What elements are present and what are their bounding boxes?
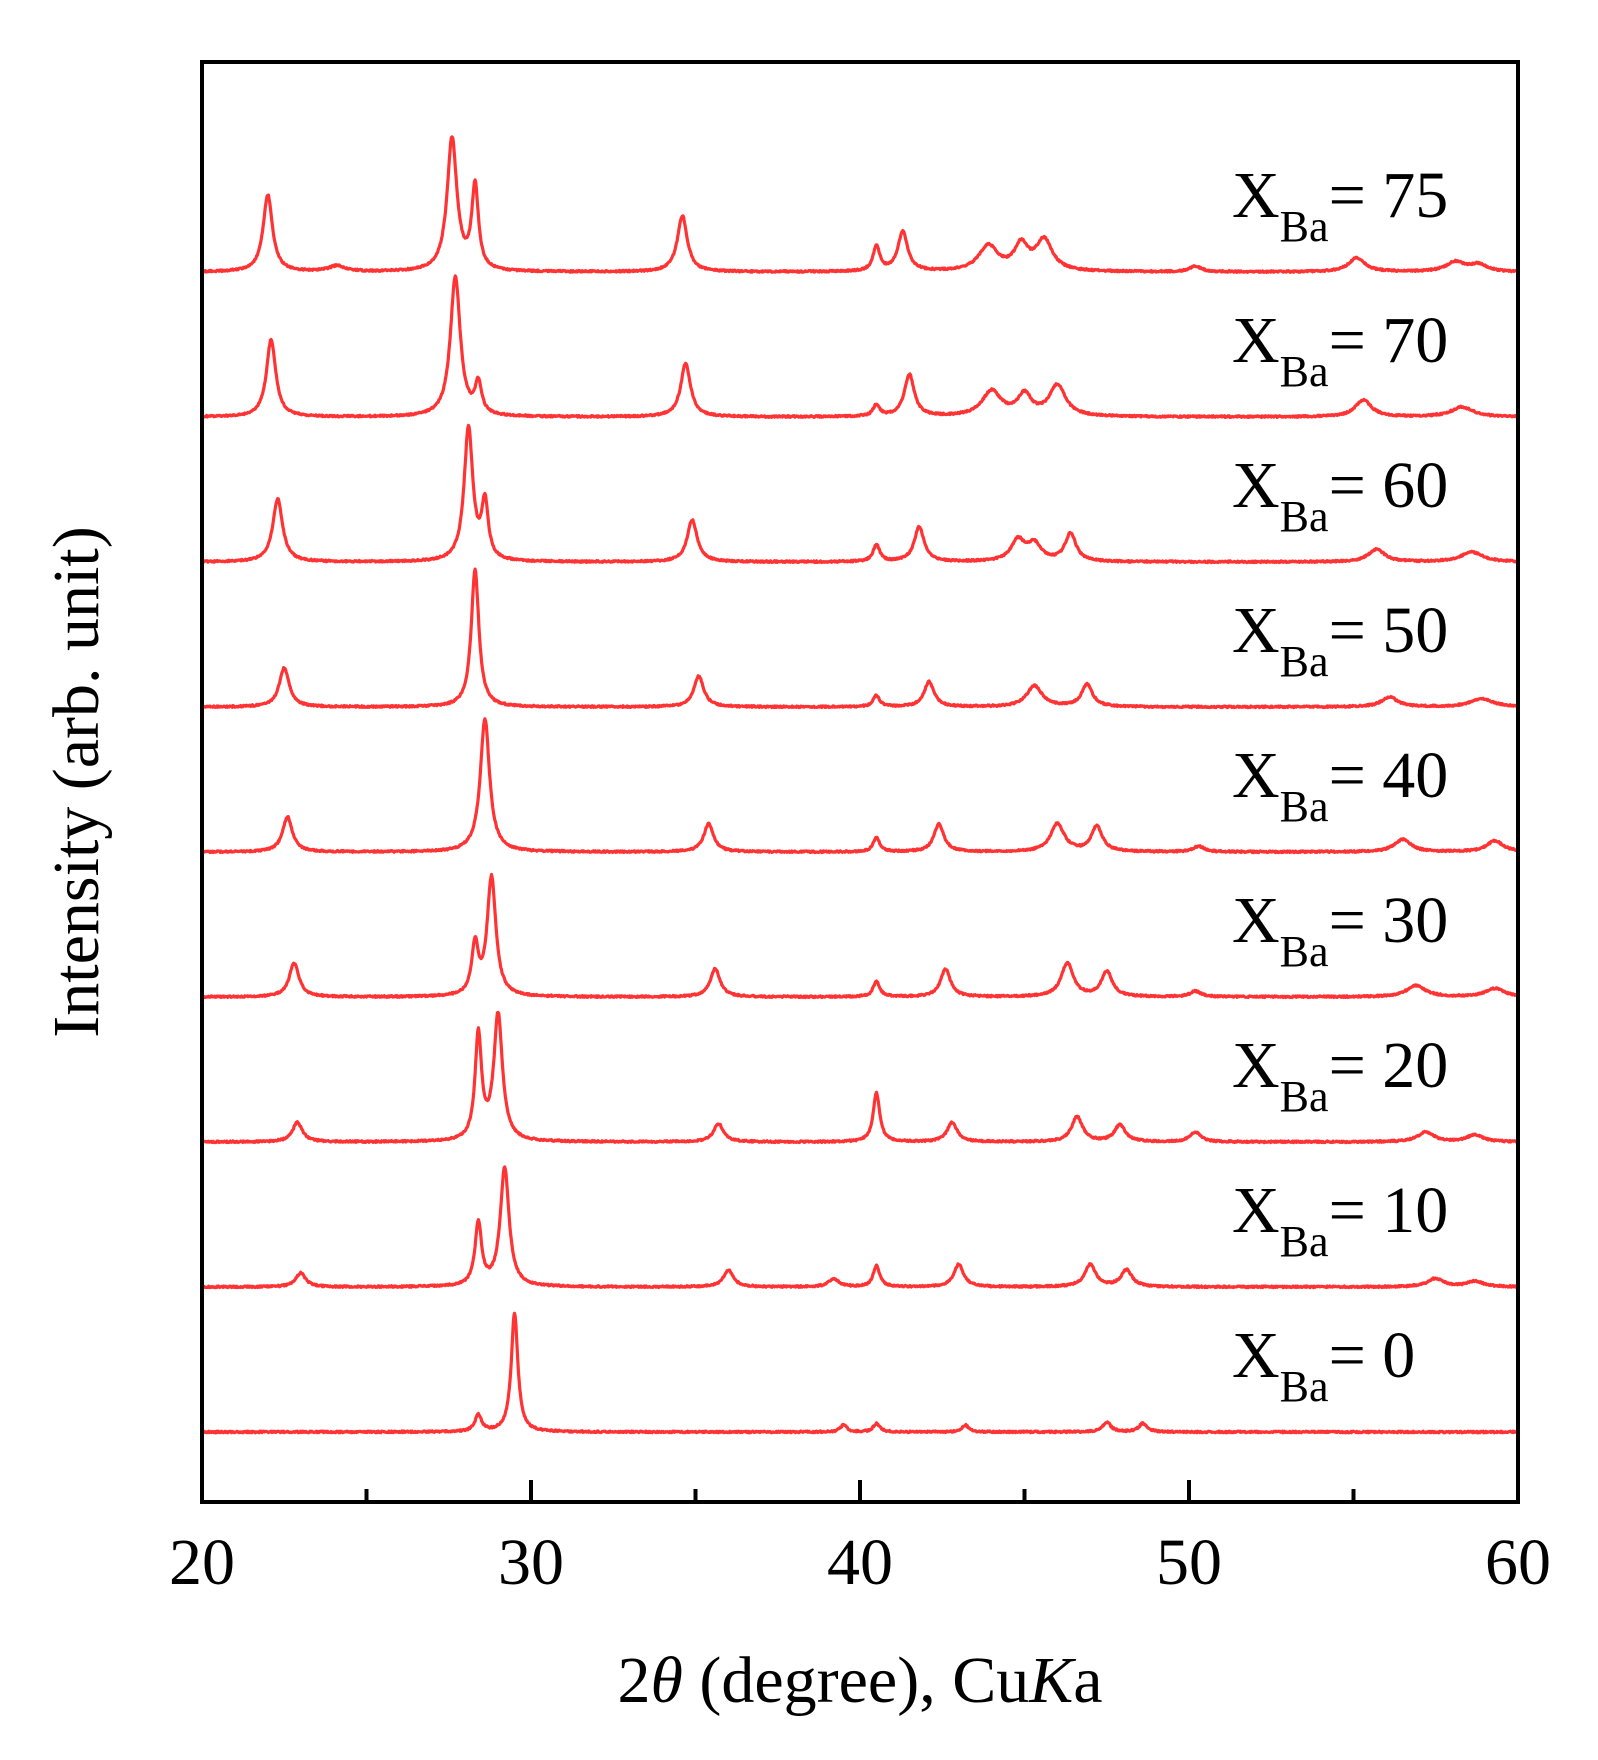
- series-label-xba-10: XBa= 10: [1232, 1174, 1448, 1266]
- xrd-trace-xba-60: [200, 423, 1520, 565]
- series-label-xba-60: XBa= 60: [1232, 449, 1448, 541]
- xrd-trace-xba-70: [200, 274, 1520, 420]
- x-tick-label-40: 40: [827, 1526, 893, 1599]
- series-label-xba-70: XBa= 70: [1232, 304, 1448, 396]
- series-label-xba-30: XBa= 30: [1232, 884, 1448, 976]
- traces-layer: [200, 135, 1520, 1435]
- xrd-trace-xba-20: [200, 1010, 1520, 1145]
- xrd-trace-xba-75: [200, 135, 1520, 274]
- series-label-xba-20: XBa= 20: [1232, 1029, 1448, 1121]
- series-label-xba-0: XBa= 0: [1232, 1319, 1415, 1411]
- x-tick-label-30: 30: [498, 1526, 564, 1599]
- x-tick-label-60: 60: [1485, 1526, 1551, 1599]
- series-label-xba-75: XBa= 75: [1232, 159, 1448, 251]
- x-axis-tick-labels: 20 30 40 50 60: [169, 1526, 1551, 1599]
- xrd-trace-xba-40: [200, 717, 1520, 855]
- x-tick-label-20: 20: [169, 1526, 235, 1599]
- series-labels-layer: XBa= 0 XBa= 10 XBa= 20 XBa= 30 XBa= 40 XBa= 5…: [1232, 159, 1448, 1411]
- series-label-xba-50: XBa= 50: [1232, 594, 1448, 686]
- y-axis-title: Intensity (arb. unit): [40, 526, 113, 1037]
- x-tick-label-50: 50: [1156, 1526, 1222, 1599]
- x-axis-title: 2θ (degree), CuKa: [617, 1644, 1102, 1717]
- xrd-trace-xba-30: [200, 872, 1520, 1000]
- x-axis-ticks: [364, 1480, 1356, 1502]
- xrd-trace-xba-10: [200, 1165, 1520, 1290]
- series-label-xba-40: XBa= 40: [1232, 739, 1448, 831]
- xrd-trace-xba-0: [200, 1311, 1520, 1435]
- xrd-trace-xba-50: [200, 567, 1520, 710]
